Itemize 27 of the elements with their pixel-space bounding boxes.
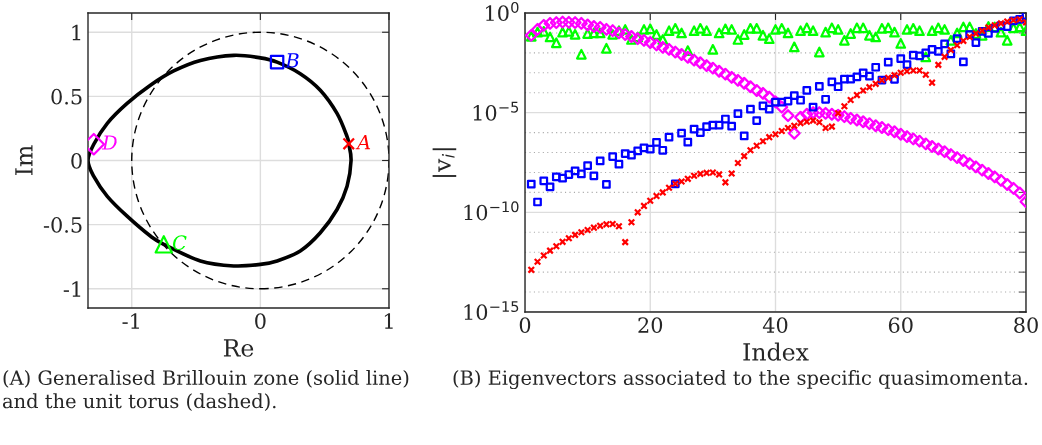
y-tick-label: -1 bbox=[63, 281, 81, 297]
x-tick-label: -1 bbox=[122, 313, 139, 329]
y-tick-label: 1 bbox=[72, 24, 81, 41]
series-label: A bbox=[355, 135, 371, 150]
y-axis-title: |v$_{i}$| bbox=[432, 148, 457, 177]
series-label: B bbox=[285, 53, 299, 68]
x-axis-title: Re bbox=[223, 339, 254, 357]
y-tick-label: 0 bbox=[71, 152, 82, 169]
y-axis-title: Im bbox=[15, 145, 33, 176]
series-label: D bbox=[101, 135, 117, 150]
x-tick-label: 0 bbox=[255, 313, 266, 329]
y-tick-label: 0.5 bbox=[51, 88, 82, 105]
x-axis-title: Index bbox=[743, 342, 809, 361]
y-tick-label: 10$^{−10}$ bbox=[464, 201, 519, 221]
x-tick-label: 1 bbox=[384, 313, 393, 329]
x-tick-label: 20 bbox=[638, 317, 663, 333]
y-tick-label: 10$^{−15}$ bbox=[464, 301, 519, 321]
x-tick-label: 40 bbox=[762, 317, 788, 333]
x-tick-label: 60 bbox=[888, 317, 913, 333]
series-label: C bbox=[173, 235, 187, 251]
text: (B) Eigenvectors associated to the specific quasimomenta. bbox=[453, 370, 1028, 390]
x-tick-label: 0 bbox=[519, 317, 531, 333]
y-tick-label: -0.5 bbox=[43, 217, 82, 233]
text: (A) Generalised Brillouin zone (solid line) and the unit torus (dashed). bbox=[2, 370, 409, 412]
y-tick-label: 10$^{−5}$ bbox=[473, 101, 519, 121]
x-tick-label: 80 bbox=[1014, 317, 1038, 333]
y-tick-label: 10$^{0}$ bbox=[486, 1, 519, 22]
